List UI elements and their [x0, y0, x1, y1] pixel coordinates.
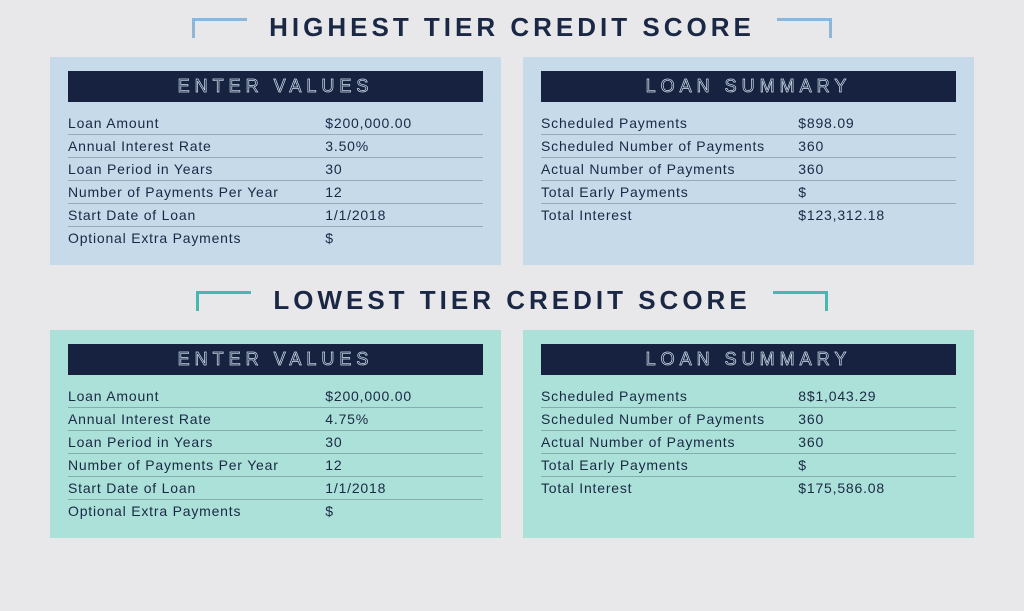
row-label: Loan Period in Years	[68, 434, 325, 450]
table-row: Loan Amount$200,000.00	[68, 385, 483, 408]
row-value: 1/1/2018	[325, 207, 483, 223]
row-label: Scheduled Payments	[541, 115, 798, 131]
row-label: Start Date of Loan	[68, 480, 325, 496]
panel-header-text: LOAN SUMMARY	[646, 76, 852, 96]
bracket-left-icon	[192, 18, 247, 38]
bracket-left-icon	[196, 291, 251, 311]
row-label: Optional Extra Payments	[68, 230, 325, 246]
row-value: $	[798, 184, 956, 200]
row-value: 360	[798, 411, 956, 427]
row-value: $	[325, 503, 483, 519]
row-label: Number of Payments Per Year	[68, 184, 325, 200]
panels-row: ENTER VALUES Loan Amount$200,000.00Annua…	[50, 330, 974, 538]
table-row: Total Interest$123,312.18	[541, 204, 956, 226]
panel-header-text: ENTER VALUES	[178, 76, 374, 96]
table-row: Loan Period in Years30	[68, 158, 483, 181]
row-value: 12	[325, 457, 483, 473]
section-title: HIGHEST TIER CREDIT SCORE	[269, 12, 755, 43]
table-row: Start Date of Loan1/1/2018	[68, 204, 483, 227]
rows-container: Loan Amount$200,000.00Annual Interest Ra…	[68, 385, 483, 522]
row-label: Annual Interest Rate	[68, 411, 325, 427]
table-row: Annual Interest Rate4.75%	[68, 408, 483, 431]
panel-enter-values: ENTER VALUES Loan Amount$200,000.00Annua…	[50, 57, 501, 265]
row-value: $200,000.00	[325, 115, 483, 131]
panel-loan-summary: LOAN SUMMARY Scheduled Payments$898.09Sc…	[523, 57, 974, 265]
row-value: $175,586.08	[798, 480, 956, 496]
row-label: Loan Amount	[68, 115, 325, 131]
row-value: 3.50%	[325, 138, 483, 154]
row-value: 1/1/2018	[325, 480, 483, 496]
row-label: Total Early Payments	[541, 457, 798, 473]
table-row: Loan Period in Years30	[68, 431, 483, 454]
panel-header: LOAN SUMMARY	[541, 71, 956, 102]
row-value: 360	[798, 138, 956, 154]
section-highest-tier: HIGHEST TIER CREDIT SCORE ENTER VALUES L…	[50, 12, 974, 265]
table-row: Start Date of Loan1/1/2018	[68, 477, 483, 500]
table-row: Scheduled Number of Payments360	[541, 135, 956, 158]
row-value: $200,000.00	[325, 388, 483, 404]
row-label: Total Early Payments	[541, 184, 798, 200]
row-label: Scheduled Number of Payments	[541, 138, 798, 154]
row-label: Number of Payments Per Year	[68, 457, 325, 473]
panel-header-text: LOAN SUMMARY	[646, 349, 852, 369]
section-title-wrap: LOWEST TIER CREDIT SCORE	[50, 285, 974, 316]
table-row: Scheduled Payments8$1,043.29	[541, 385, 956, 408]
row-label: Annual Interest Rate	[68, 138, 325, 154]
row-label: Scheduled Number of Payments	[541, 411, 798, 427]
row-label: Total Interest	[541, 207, 798, 223]
row-value: $	[325, 230, 483, 246]
table-row: Total Early Payments$	[541, 454, 956, 477]
table-row: Annual Interest Rate3.50%	[68, 135, 483, 158]
table-row: Number of Payments Per Year12	[68, 181, 483, 204]
bracket-right-icon	[773, 291, 828, 311]
row-label: Loan Amount	[68, 388, 325, 404]
table-row: Actual Number of Payments360	[541, 158, 956, 181]
panel-header: LOAN SUMMARY	[541, 344, 956, 375]
table-row: Optional Extra Payments$	[68, 227, 483, 249]
row-value: $898.09	[798, 115, 956, 131]
bracket-right-icon	[777, 18, 832, 38]
section-title: LOWEST TIER CREDIT SCORE	[273, 285, 750, 316]
table-row: Total Early Payments$	[541, 181, 956, 204]
row-value: 30	[325, 161, 483, 177]
panel-loan-summary: LOAN SUMMARY Scheduled Payments8$1,043.2…	[523, 330, 974, 538]
rows-container: Scheduled Payments$898.09Scheduled Numbe…	[541, 112, 956, 226]
row-label: Scheduled Payments	[541, 388, 798, 404]
row-label: Optional Extra Payments	[68, 503, 325, 519]
table-row: Scheduled Number of Payments360	[541, 408, 956, 431]
table-row: Scheduled Payments$898.09	[541, 112, 956, 135]
rows-container: Loan Amount$200,000.00Annual Interest Ra…	[68, 112, 483, 249]
row-value: 360	[798, 434, 956, 450]
row-label: Start Date of Loan	[68, 207, 325, 223]
row-value: 30	[325, 434, 483, 450]
section-lowest-tier: LOWEST TIER CREDIT SCORE ENTER VALUES Lo…	[50, 285, 974, 538]
row-label: Total Interest	[541, 480, 798, 496]
row-value: 360	[798, 161, 956, 177]
row-label: Actual Number of Payments	[541, 161, 798, 177]
row-value: 8$1,043.29	[798, 388, 956, 404]
panels-row: ENTER VALUES Loan Amount$200,000.00Annua…	[50, 57, 974, 265]
table-row: Actual Number of Payments360	[541, 431, 956, 454]
table-row: Optional Extra Payments$	[68, 500, 483, 522]
row-value: 4.75%	[325, 411, 483, 427]
section-title-wrap: HIGHEST TIER CREDIT SCORE	[50, 12, 974, 43]
panel-header: ENTER VALUES	[68, 71, 483, 102]
table-row: Total Interest$175,586.08	[541, 477, 956, 499]
row-value: $	[798, 457, 956, 473]
panel-header-text: ENTER VALUES	[178, 349, 374, 369]
row-value: 12	[325, 184, 483, 200]
row-label: Actual Number of Payments	[541, 434, 798, 450]
row-label: Loan Period in Years	[68, 161, 325, 177]
panel-header: ENTER VALUES	[68, 344, 483, 375]
table-row: Number of Payments Per Year12	[68, 454, 483, 477]
table-row: Loan Amount$200,000.00	[68, 112, 483, 135]
panel-enter-values: ENTER VALUES Loan Amount$200,000.00Annua…	[50, 330, 501, 538]
row-value: $123,312.18	[798, 207, 956, 223]
rows-container: Scheduled Payments8$1,043.29Scheduled Nu…	[541, 385, 956, 499]
